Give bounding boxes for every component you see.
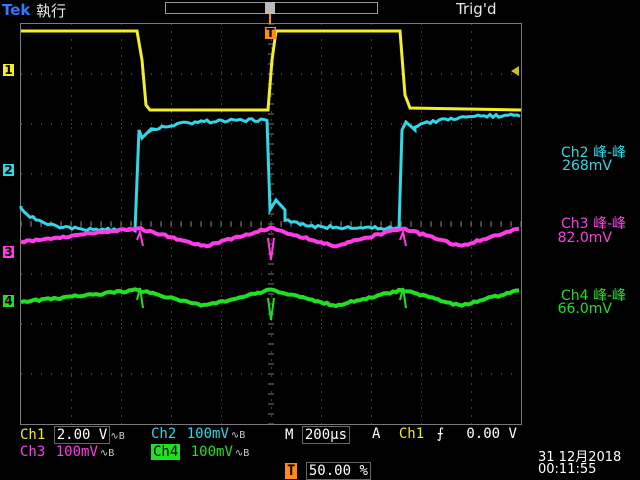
time-readout: 00:11:55: [538, 462, 596, 477]
trigger-settings[interactable]: A Ch1 ⨍ 0.00 V: [372, 426, 517, 442]
measurement-ch4-value: 66.0mV: [492, 301, 612, 317]
ch1-trace: [21, 31, 521, 110]
trigger-position-value: 50.00 %: [306, 462, 371, 480]
ch4-ground-marker[interactable]: 4: [3, 295, 14, 307]
ch1-settings[interactable]: Ch1 2.00 V ∿B: [20, 426, 125, 444]
timebase-value: 200µs: [302, 426, 350, 444]
ch2-label: Ch2: [151, 426, 176, 442]
measurement-ch3-value: 82.0mV: [492, 230, 612, 246]
timebase-settings[interactable]: M 200µs: [285, 426, 350, 444]
ch4-scale: 100mV: [189, 444, 235, 460]
ch3-ground-marker[interactable]: 3: [3, 246, 14, 258]
trigger-position-readout[interactable]: T 50.00 %: [285, 462, 371, 480]
trigger-position-icon: T: [285, 463, 297, 479]
bandwidth-limit-icon: ∿B: [231, 430, 245, 441]
ch1-label: Ch1: [20, 427, 45, 443]
bandwidth-limit-icon: ∿B: [110, 431, 124, 442]
ch2-ground-marker[interactable]: 2: [3, 164, 14, 176]
ch4-label: Ch4: [151, 444, 180, 460]
timebase-label: M: [285, 427, 293, 443]
ch2-trace: [21, 114, 520, 231]
ch3-settings[interactable]: Ch3 100mV ∿B: [20, 444, 114, 460]
ch3-label: Ch3: [20, 444, 45, 460]
bandwidth-limit-icon: ∿B: [235, 448, 249, 459]
trigger-mode: A: [372, 426, 380, 442]
trigger-position-marker[interactable]: T: [265, 27, 276, 39]
trigger-slope-icon: ⨍: [437, 426, 444, 442]
ch3-scale: 100mV: [54, 444, 100, 460]
ch1-ground-marker[interactable]: 1: [3, 64, 14, 76]
trigger-source: Ch1: [399, 426, 424, 442]
ch4-settings[interactable]: Ch4 100mV ∿B: [151, 444, 249, 460]
measurement-ch2-value: 268mV: [492, 158, 612, 174]
ch1-scale: 2.00 V: [54, 426, 111, 444]
trigger-level: 0.00 V: [466, 426, 517, 442]
ch2-scale: 100mV: [185, 426, 231, 442]
trigger-level-arrow-icon[interactable]: [511, 66, 519, 76]
bandwidth-limit-icon: ∿B: [100, 448, 114, 459]
ch2-settings[interactable]: Ch2 100mV ∿B: [151, 426, 245, 442]
